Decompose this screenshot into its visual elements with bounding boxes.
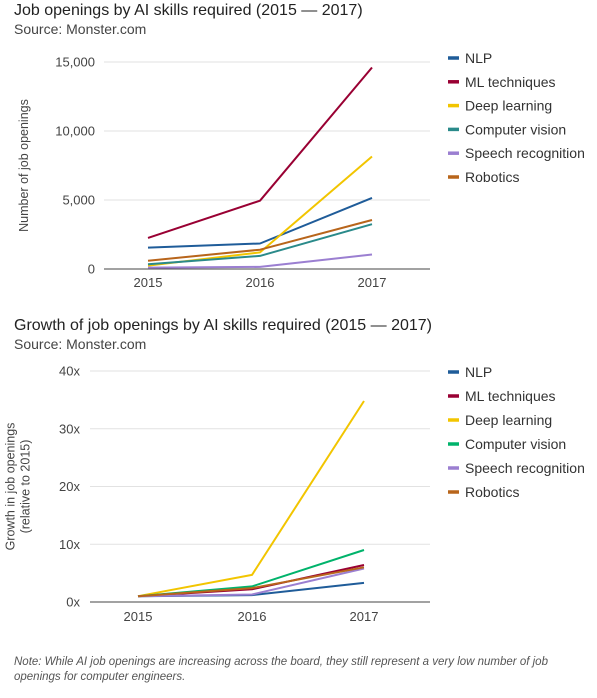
legend-label: NLP bbox=[465, 364, 492, 380]
legend-label: ML techniques bbox=[465, 74, 556, 90]
y-tick-label: 20x bbox=[59, 479, 80, 494]
y-tick-label: 40x bbox=[59, 364, 80, 379]
x-tick-label: 2016 bbox=[246, 275, 275, 290]
legend-label: ML techniques bbox=[465, 388, 556, 404]
chart-plot: 0 5,000 10,000 15,000 2015 2016 2017 Number of … bbox=[17, 50, 585, 290]
series-line-robotics bbox=[147, 219, 373, 262]
x-tick-label: 2016 bbox=[238, 609, 267, 624]
legend-label: Speech recognition bbox=[465, 460, 585, 476]
chart-growth: Growth of job openings by AI skills requ… bbox=[0, 312, 597, 652]
legend-label: Robotics bbox=[465, 484, 519, 500]
legend-label: Computer vision bbox=[465, 436, 566, 452]
y-axis-label: (relative to 2015) bbox=[19, 440, 33, 534]
chart-title: Job openings by AI skills required (2015… bbox=[14, 2, 363, 19]
y-axis-label: Number of job openings bbox=[17, 99, 31, 232]
y-tick-label: 10,000 bbox=[55, 124, 95, 139]
series-line-computer-vision bbox=[147, 223, 373, 266]
chart-job-openings: Job openings by AI skills required (2015… bbox=[0, 0, 597, 305]
series-line-ml-techniques bbox=[147, 66, 373, 239]
series-line-speech-recognition bbox=[137, 567, 365, 598]
series-line-nlp bbox=[147, 196, 373, 249]
chart-plot: 0x 10x 20x 30x 40x 2015 2016 2017 Growth in job … bbox=[4, 364, 585, 625]
legend-label: Deep learning bbox=[465, 412, 552, 428]
y-tick-label: 30x bbox=[59, 421, 80, 436]
series-line-deep-learning bbox=[137, 400, 365, 598]
x-tick-label: 2015 bbox=[124, 609, 153, 624]
legend-label: Computer vision bbox=[465, 121, 566, 137]
series-line-robotics bbox=[137, 566, 365, 598]
y-axis-label: Growth in job openings bbox=[4, 423, 18, 551]
chart-subtitle: Source: Monster.com bbox=[14, 21, 147, 37]
series-line-ml-techniques bbox=[137, 564, 365, 598]
x-tick-label: 2015 bbox=[134, 275, 163, 290]
y-tick-label: 5,000 bbox=[62, 193, 95, 208]
footnote: Note: While AI job openings are increasi… bbox=[14, 656, 548, 683]
y-tick-label: 0 bbox=[88, 262, 95, 277]
series-line-speech-recognition bbox=[147, 253, 373, 269]
y-tick-label: 10x bbox=[59, 537, 80, 552]
chart-title: Growth of job openings by AI skills requ… bbox=[14, 317, 433, 334]
y-tick-label: 15,000 bbox=[55, 55, 95, 70]
legend-label: Robotics bbox=[465, 169, 519, 185]
chart-subtitle: Source: Monster.com bbox=[14, 336, 147, 352]
y-tick-label: 0x bbox=[66, 595, 80, 610]
legend-label: Deep learning bbox=[465, 98, 552, 114]
legend-label: NLP bbox=[465, 50, 492, 66]
x-tick-label: 2017 bbox=[350, 609, 379, 624]
legend-label: Speech recognition bbox=[465, 145, 585, 161]
x-tick-label: 2017 bbox=[358, 275, 387, 290]
